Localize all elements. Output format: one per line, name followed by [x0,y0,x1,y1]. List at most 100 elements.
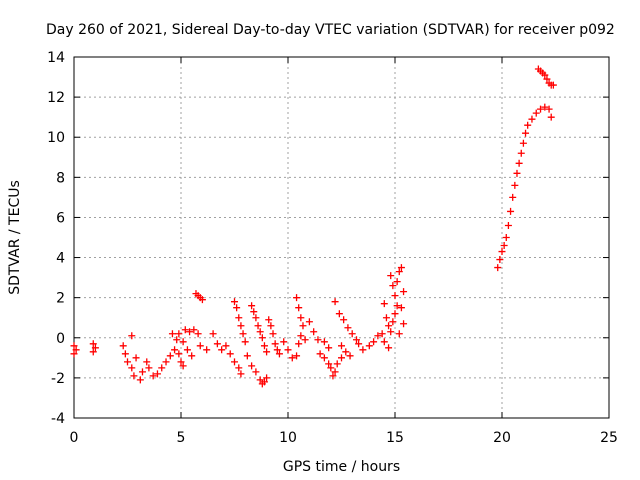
data-point [355,340,363,348]
data-point [395,268,403,276]
data-point [338,354,345,362]
data-point [72,346,80,354]
data-point [541,103,549,111]
data-point [196,342,204,350]
data-point [183,346,191,354]
x-axis-label: GPS time / hours [283,459,400,475]
data-point [338,342,345,350]
y-tick-label: -4 [51,411,65,427]
data-point [293,352,301,360]
data-point [237,370,245,378]
data-point [226,350,234,358]
data-point [335,310,343,318]
data-point [346,352,354,360]
data-point [177,358,185,366]
data-point [70,342,78,350]
data-point [213,340,221,348]
data-point [175,350,183,358]
data-point [541,71,549,79]
data-point [241,338,249,346]
y-axis-label: SDTVAR / TECUs [7,180,23,295]
data-point [235,314,243,322]
data-point [162,358,170,366]
data-point [179,338,187,346]
x-tick-label: 15 [386,430,404,446]
data-point [190,326,198,334]
x-tick-label: 25 [600,430,618,446]
data-point [295,340,303,348]
data-point [297,314,305,322]
data-point [387,328,395,336]
x-tick-label: 5 [177,430,186,446]
data-point [325,344,333,352]
data-point [382,314,390,322]
data-point [380,338,388,346]
data-point [231,358,238,366]
data-point [256,328,264,336]
data-point [128,364,136,372]
data-point [239,330,247,338]
data-point [186,328,194,336]
data-point [293,294,301,302]
data-point [301,336,309,344]
data-point [258,334,266,342]
data-point [305,318,313,326]
data-point [70,350,78,358]
data-point [397,304,405,312]
data-point [248,302,256,310]
data-point [138,368,146,376]
x-tick-label: 10 [279,430,297,446]
data-marks [70,65,557,388]
data-point [203,346,211,354]
data-point [310,328,318,336]
data-point [194,330,202,338]
data-point [547,113,555,121]
y-tick-label: 2 [56,291,65,307]
data-point [280,338,288,346]
data-point [132,354,140,362]
data-point [504,221,512,229]
data-point [256,376,264,384]
data-point [273,346,281,354]
data-point [393,302,401,310]
data-point [153,370,161,378]
data-point [502,234,510,241]
data-point [130,372,138,380]
data-point [265,316,273,324]
data-point [269,330,277,338]
plot-frame [73,56,610,419]
data-point [370,338,378,346]
x-tick-label: 0 [70,430,79,446]
data-point [344,324,352,332]
data-point [496,256,504,264]
data-point [136,376,144,384]
data-point [284,346,292,354]
data-point [231,298,238,306]
data-point [333,360,341,368]
data-point [181,326,189,334]
data-point [275,350,283,358]
data-point [320,338,328,346]
data-point [400,320,408,328]
data-point [522,129,530,137]
data-point [391,292,399,300]
data-point [331,298,339,306]
data-point [524,121,532,129]
data-point [340,316,348,324]
data-point [327,364,335,372]
data-point [173,336,181,344]
data-point [166,352,174,360]
data-point [89,340,97,348]
data-point [124,358,131,366]
data-point [352,336,360,344]
data-point [517,149,525,157]
data-point [543,75,551,83]
data-point [271,340,279,348]
data-point [254,322,262,330]
data-point [145,364,153,372]
y-tick-label: 10 [47,130,65,146]
axis-ticks: 0 5 10 15 20 25 -4 -2 0 2 4 6 8 10 12 14 [47,50,618,446]
data-point [365,342,373,350]
data-point [209,330,217,338]
data-point [397,264,405,272]
